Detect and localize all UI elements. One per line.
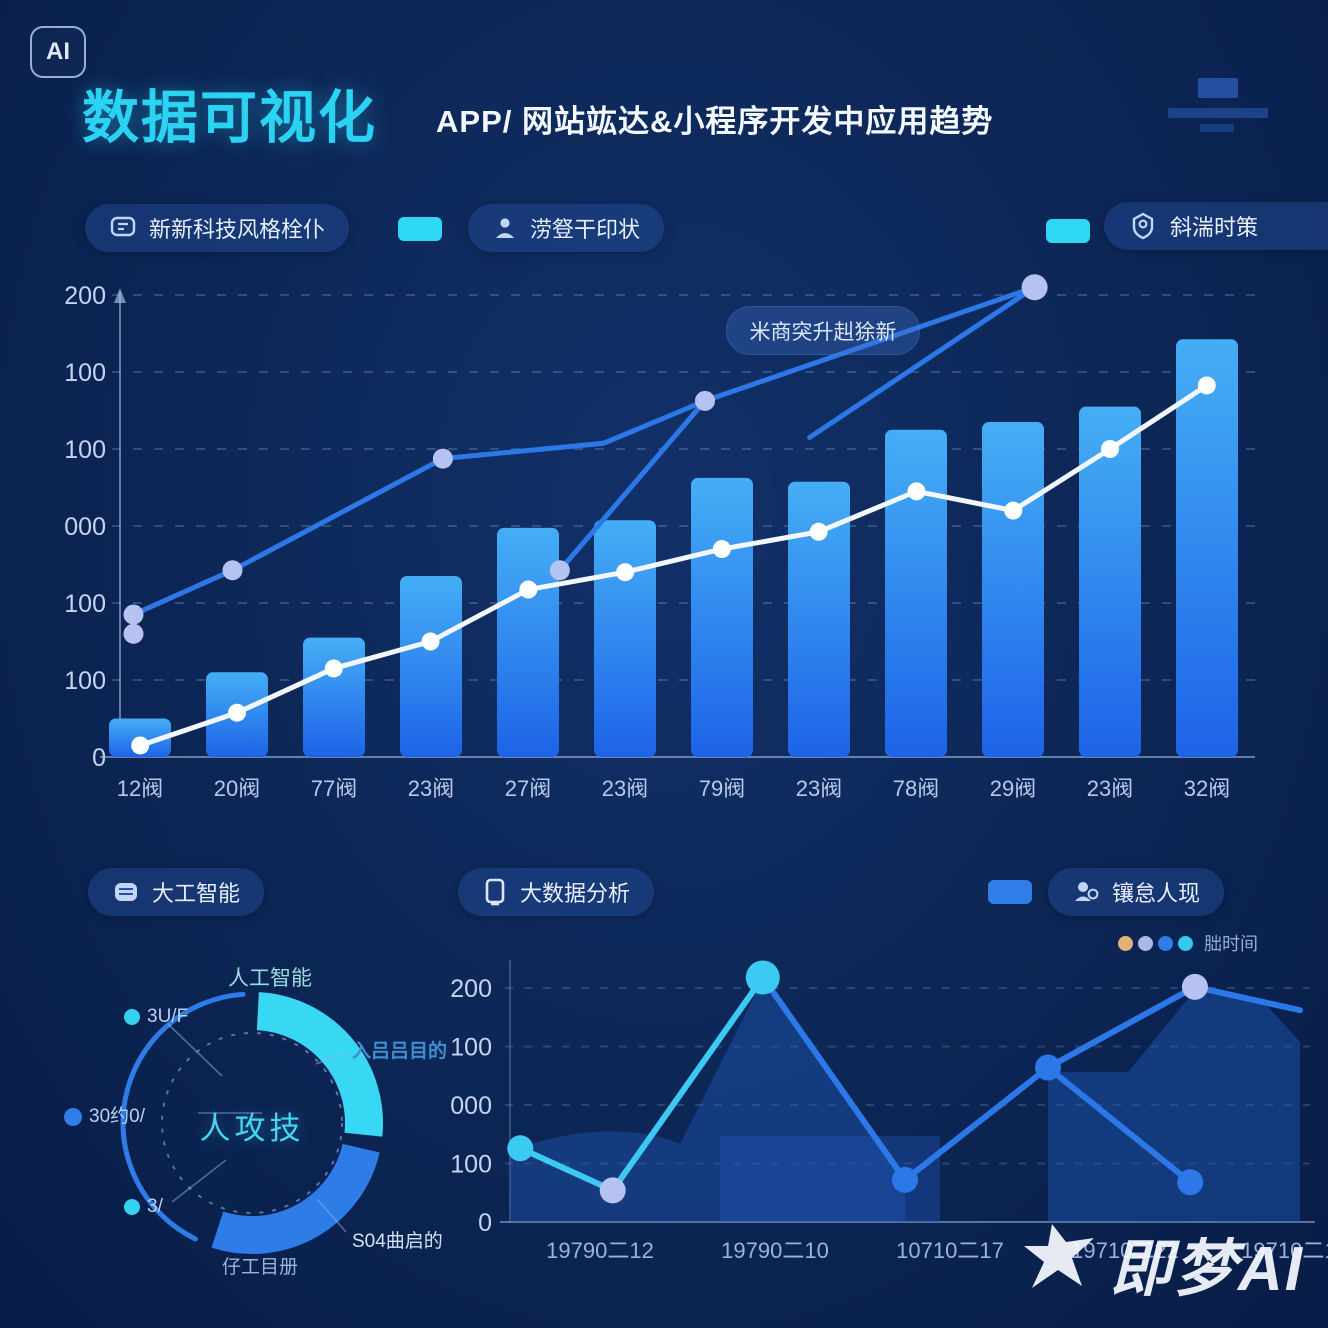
- legend-chip-info[interactable]: 镶怠人现: [1048, 868, 1225, 916]
- svg-text:20阀: 20阀: [214, 776, 260, 801]
- svg-text:000: 000: [450, 1092, 492, 1120]
- legend-chip-label: 大工智能: [152, 881, 241, 906]
- svg-text:79阀: 79阀: [699, 776, 745, 801]
- mini-dot-orange: [1118, 935, 1133, 951]
- shield-gear-icon: [1128, 211, 1158, 241]
- svg-text:100: 100: [64, 436, 106, 464]
- decor-rect-2: [1168, 108, 1268, 118]
- donut-label-left-mid: 30约0/: [64, 1101, 145, 1128]
- svg-text:19710二18: 19710二18: [1241, 1238, 1328, 1263]
- paper-crane-logo-icon: [1022, 1222, 1100, 1304]
- decor-rect-3: [1200, 124, 1234, 132]
- legend-chip-label: 新新科技风格栓仆: [149, 217, 326, 242]
- svg-text:100: 100: [450, 1034, 492, 1062]
- monitor-icon: [109, 214, 137, 242]
- svg-text:32阀: 32阀: [1184, 776, 1230, 801]
- person-icon: [492, 215, 518, 241]
- svg-text:12阀: 12阀: [117, 776, 163, 801]
- svg-text:77阀: 77阀: [311, 776, 357, 801]
- svg-text:100: 100: [450, 1151, 492, 1179]
- watermark-text: 即梦AI: [1110, 1235, 1305, 1304]
- legend-chip-ai[interactable]: 大工智能: [88, 868, 265, 916]
- svg-text:27阀: 27阀: [505, 776, 551, 801]
- svg-text:78阀: 78阀: [893, 776, 939, 801]
- mini-dot-lavender: [1138, 935, 1153, 951]
- cyan-legend-swatch-1: [398, 217, 442, 241]
- svg-text:10710二17: 10710二17: [896, 1238, 1004, 1263]
- decor-rect-1: [1198, 78, 1238, 98]
- mini-dot-cyan: [1178, 935, 1193, 951]
- donut-label-left-bottom: 3/: [124, 1196, 163, 1218]
- donut-chart: [120, 991, 383, 1254]
- mini-legend-label: 朏时间: [1204, 934, 1258, 954]
- legend-chip-bigdata[interactable]: 大数据分析: [458, 868, 655, 916]
- legend-chip-label: 大数据分析: [520, 881, 631, 906]
- donut-label-right-bottom: S04曲启的: [352, 1231, 443, 1252]
- bottom-line-chart: 200 100 000 100 0 19790二12 19790二10 10710二17 197…: [450, 960, 1328, 1263]
- card-icon: [112, 878, 140, 906]
- donut-center-label: 人攻技: [199, 1111, 305, 1146]
- svg-text:29阀: 29阀: [990, 776, 1036, 801]
- donut-label-right-top: 入吕吕目的: [352, 1041, 448, 1062]
- legend-chip-label: 镶怠人现: [1112, 881, 1201, 906]
- blue-dot: [64, 1107, 82, 1126]
- svg-text:0: 0: [92, 744, 106, 772]
- page-title: 数据可视化: [82, 86, 377, 150]
- donut-label-bottom: 仔工目册: [222, 1257, 299, 1278]
- svg-text:100: 100: [64, 590, 106, 618]
- cyan-dot: [124, 1198, 140, 1215]
- page-subtitle: APP/ 网站竑达&小程序开发中应用趋势: [436, 104, 994, 139]
- svg-text:23阀: 23阀: [796, 776, 842, 801]
- main-bar-chart: 200 100 100 000 100 100 0 12阀 20阀 77阀 23阀 27阀 23阀 79阀…: [64, 274, 1258, 801]
- legend-chip-tech-style[interactable]: 新新科技风格栓仆: [85, 204, 350, 252]
- mini-dot-blue: [1158, 935, 1173, 951]
- svg-text:23阀: 23阀: [1087, 776, 1133, 801]
- legend-chip-label: 斜湍时策: [1170, 215, 1259, 240]
- cyan-dot: [124, 1008, 140, 1025]
- svg-text:100: 100: [64, 667, 106, 695]
- svg-text:000: 000: [64, 513, 106, 541]
- chart-annotation: 米商突升赳狳新: [726, 306, 920, 355]
- svg-text:200: 200: [450, 975, 492, 1003]
- ai-logo-badge: AI: [30, 26, 86, 78]
- svg-text:0: 0: [478, 1209, 492, 1237]
- donut-label-left-top: 3U/F: [124, 1006, 188, 1028]
- person-globe-icon: [1072, 878, 1100, 906]
- ai-logo-label: AI: [46, 38, 70, 65]
- legend-chip-user-status[interactable]: 涝豋干印状: [468, 204, 665, 252]
- svg-text:200: 200: [64, 282, 106, 310]
- watermark: 即梦AI: [1022, 1218, 1304, 1308]
- donut-label-top: 人工智能: [228, 967, 312, 990]
- svg-text:23阀: 23阀: [602, 776, 648, 801]
- mini-legend: 朏时间: [1118, 930, 1258, 956]
- legend-chip-trend-policy[interactable]: 斜湍时策: [1104, 202, 1328, 250]
- cyan-legend-swatch-2: [1046, 219, 1090, 243]
- svg-text:23阀: 23阀: [408, 776, 454, 801]
- blue-legend-swatch: [988, 880, 1032, 904]
- svg-text:100: 100: [64, 359, 106, 387]
- phone-icon: [482, 878, 508, 906]
- svg-text:19790二10: 19790二10: [721, 1238, 829, 1263]
- legend-chip-label: 涝豋干印状: [530, 217, 641, 242]
- svg-text:19790二12: 19790二12: [546, 1238, 654, 1263]
